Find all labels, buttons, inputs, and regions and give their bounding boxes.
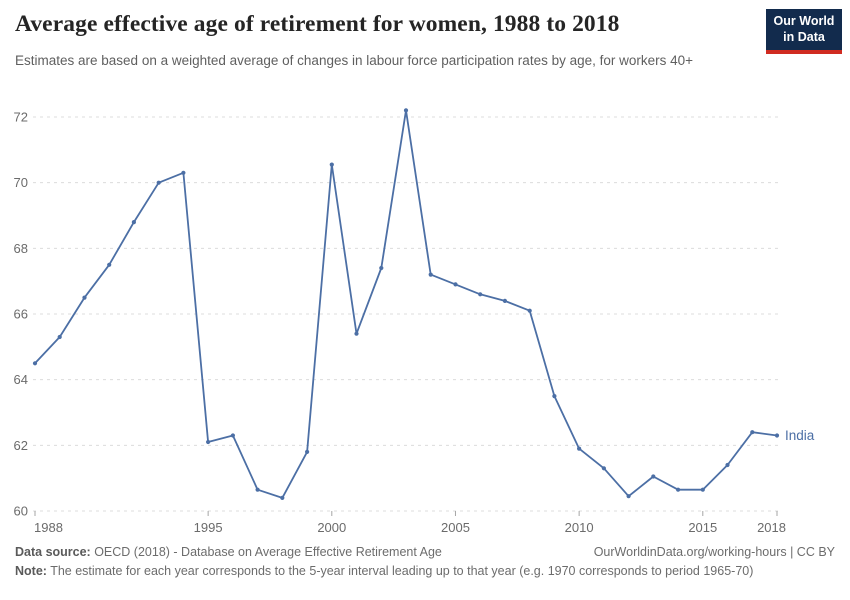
data-point-marker[interactable]	[552, 394, 557, 399]
chart-note-text: The estimate for each year corresponds t…	[46, 564, 754, 578]
owid-logo[interactable]: Our World in Data	[766, 9, 842, 55]
data-point-marker[interactable]	[676, 487, 681, 492]
data-point-marker[interactable]	[32, 361, 38, 366]
data-point-marker[interactable]	[230, 433, 235, 438]
data-point-marker[interactable]	[82, 295, 87, 300]
data-point-marker[interactable]	[700, 487, 705, 492]
x-tick-label: 2005	[441, 520, 470, 535]
y-tick-label: 72	[14, 110, 28, 125]
data-point-marker[interactable]	[428, 272, 433, 277]
data-point-marker[interactable]	[379, 265, 384, 271]
x-tick-label: 2015	[688, 520, 717, 535]
series-line-india[interactable]	[34, 109, 778, 499]
x-tick-label: 2010	[565, 520, 594, 535]
owid-logo-line1: Our World	[773, 14, 835, 28]
y-tick-label: 60	[14, 504, 28, 519]
owid-link[interactable]: OurWorldinData.org/working-hours | CC BY	[593, 545, 835, 559]
chart-subtitle: Estimates are based on a weighted averag…	[15, 53, 694, 68]
data-point-marker[interactable]	[107, 262, 112, 267]
data-point-marker[interactable]	[601, 466, 607, 471]
chart-note-label: Note:	[15, 564, 47, 578]
chart-footer: Data source: OECD (2018) - Database on A…	[15, 545, 835, 578]
data-point-marker[interactable]	[725, 462, 730, 468]
data-point-marker[interactable]	[255, 487, 260, 492]
data-point-marker[interactable]	[651, 474, 656, 479]
data-point-marker[interactable]	[750, 430, 755, 435]
owid-logo-line2: in Data	[783, 29, 825, 44]
data-source: Data source: OECD (2018) - Database on A…	[15, 545, 442, 559]
y-tick-label: 64	[14, 372, 28, 387]
page-title: Average effective age of retirement for …	[15, 11, 620, 37]
data-point-marker[interactable]	[206, 439, 211, 445]
y-tick-label: 70	[14, 175, 28, 190]
data-source-label: Data source:	[15, 545, 91, 559]
series-end-label[interactable]: India	[785, 428, 815, 443]
y-tick-label: 66	[14, 307, 28, 322]
data-point-marker[interactable]	[329, 162, 334, 167]
data-point-marker[interactable]	[131, 220, 136, 225]
data-point-marker[interactable]	[354, 331, 359, 336]
data-source-text: OECD (2018) - Database on Average Effect…	[90, 545, 442, 559]
x-tick-label: 2000	[317, 520, 346, 535]
data-point-marker[interactable]	[626, 494, 631, 499]
x-tick-label: 1988	[34, 520, 63, 535]
data-point-marker[interactable]	[453, 282, 458, 287]
data-point-marker[interactable]	[156, 180, 161, 185]
data-point-marker[interactable]	[280, 495, 285, 500]
data-point-marker[interactable]	[57, 334, 62, 340]
data-point-marker[interactable]	[478, 292, 483, 297]
data-point-marker[interactable]	[403, 108, 409, 113]
data-point-marker[interactable]	[577, 446, 582, 451]
data-point-marker[interactable]	[305, 449, 310, 454]
x-tick-label: 2018	[757, 520, 786, 535]
y-tick-label: 68	[14, 241, 28, 256]
x-tick-label: 1995	[194, 520, 223, 535]
y-tick-label: 62	[14, 438, 28, 453]
data-point-marker[interactable]	[502, 298, 507, 303]
line-chart: 60 62 64 66 68 70 72 1988 1995 2000 2005 2010 2015 20…	[0, 95, 850, 540]
chart-note: Note: The estimate for each year corresp…	[15, 564, 835, 578]
data-point-marker[interactable]	[774, 433, 780, 438]
data-point-marker[interactable]	[527, 308, 532, 313]
data-point-marker[interactable]	[181, 170, 186, 175]
